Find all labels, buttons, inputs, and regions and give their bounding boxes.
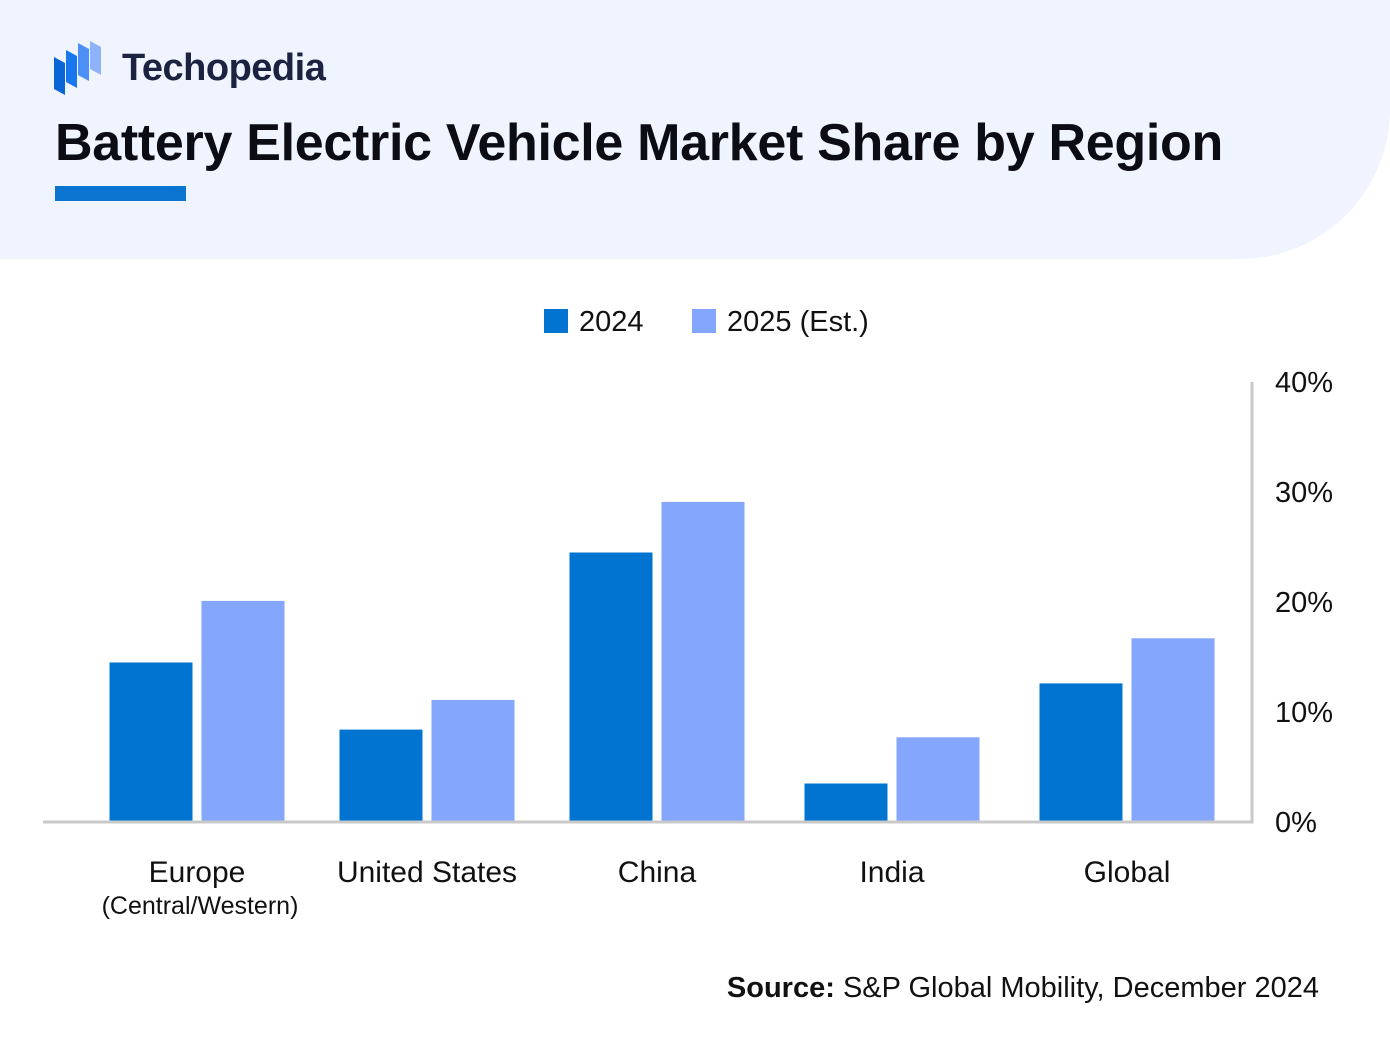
chart-title: Battery Electric Vehicle Market Share by…	[55, 114, 1223, 172]
bar-2024-europe	[109, 662, 193, 821]
bar-2024-india	[804, 783, 888, 821]
bar-2025-est--india	[896, 737, 980, 821]
brand-logo: Techopedia	[54, 40, 326, 96]
header-band	[0, 0, 1390, 259]
x-tick-label: India	[859, 856, 924, 889]
title-underline	[55, 186, 186, 201]
bar-2025-est--global	[1131, 638, 1215, 821]
y-tick-label: 0%	[1275, 807, 1317, 839]
bar-2024-global	[1039, 683, 1123, 821]
bar-2025-est--united-states	[431, 699, 515, 821]
source-text: S&P Global Mobility, December 2024	[842, 972, 1319, 1004]
bar-2024-united-states	[339, 729, 423, 821]
y-tick-label: 40%	[1275, 367, 1333, 399]
brand-name: Techopedia	[122, 46, 326, 89]
source-label: Source:	[726, 972, 835, 1004]
techopedia-logo-icon	[54, 41, 101, 95]
legend-swatch	[692, 309, 716, 333]
bar-2025-est--china	[661, 501, 745, 821]
y-tick-label: 10%	[1275, 697, 1333, 729]
source-note: Source: S&P Global Mobility, December 20…	[727, 972, 1319, 1005]
y-tick-label: 30%	[1275, 477, 1333, 509]
x-tick-label: Global	[1084, 856, 1171, 889]
legend-label: 2025 (Est.)	[727, 306, 869, 338]
bar-2025-est--europe	[201, 600, 285, 821]
legend-label: 2024	[579, 306, 644, 338]
x-tick-label: Europe	[149, 856, 246, 889]
x-tick-label: United States	[337, 856, 517, 889]
x-tick-sublabel: (Central/Western)	[102, 892, 299, 920]
y-tick-label: 20%	[1275, 587, 1333, 619]
bar-2024-china	[569, 552, 653, 821]
legend-swatch	[544, 309, 568, 333]
x-tick-label: China	[618, 856, 697, 889]
